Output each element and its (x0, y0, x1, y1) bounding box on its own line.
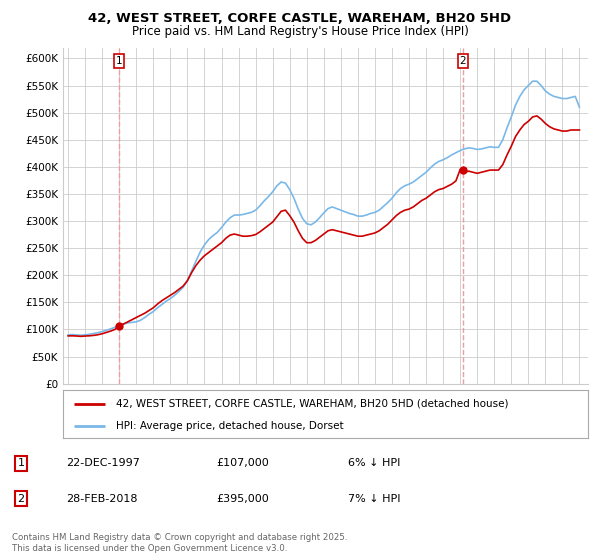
Text: HPI: Average price, detached house, Dorset: HPI: Average price, detached house, Dors… (115, 421, 343, 431)
Text: 2: 2 (17, 494, 25, 504)
Text: 42, WEST STREET, CORFE CASTLE, WAREHAM, BH20 5HD (detached house): 42, WEST STREET, CORFE CASTLE, WAREHAM, … (115, 399, 508, 409)
Text: £107,000: £107,000 (216, 458, 269, 468)
Text: 42, WEST STREET, CORFE CASTLE, WAREHAM, BH20 5HD: 42, WEST STREET, CORFE CASTLE, WAREHAM, … (88, 12, 512, 25)
Text: Contains HM Land Registry data © Crown copyright and database right 2025.
This d: Contains HM Land Registry data © Crown c… (12, 533, 347, 553)
Text: £395,000: £395,000 (216, 494, 269, 504)
Text: 28-FEB-2018: 28-FEB-2018 (66, 494, 137, 504)
Text: 2: 2 (460, 56, 466, 66)
Text: 22-DEC-1997: 22-DEC-1997 (66, 458, 140, 468)
Text: 6% ↓ HPI: 6% ↓ HPI (348, 458, 400, 468)
Text: 7% ↓ HPI: 7% ↓ HPI (348, 494, 401, 504)
Text: 1: 1 (115, 56, 122, 66)
Text: Price paid vs. HM Land Registry's House Price Index (HPI): Price paid vs. HM Land Registry's House … (131, 25, 469, 38)
Text: 1: 1 (17, 458, 25, 468)
